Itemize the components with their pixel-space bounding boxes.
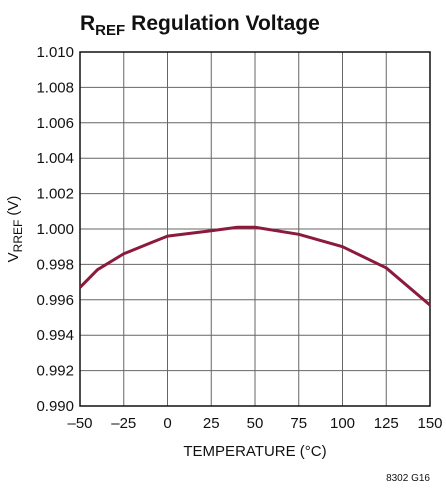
x-tick-label: 100: [330, 415, 355, 432]
x-tick-label: 25: [203, 415, 220, 432]
y-tick-label: 1.002: [36, 186, 74, 203]
ylabel-sub: RREF: [11, 220, 25, 253]
x-tick-label: –50: [67, 415, 92, 432]
x-tick-label: 0: [163, 415, 171, 432]
x-tick-label: 75: [290, 415, 307, 432]
x-tick-label: –25: [111, 415, 136, 432]
y-tick-label: 1.006: [36, 115, 74, 132]
title-main: R: [80, 12, 95, 35]
chart-title: RREF Regulation Voltage: [80, 12, 320, 39]
note: 8302 G16: [386, 473, 430, 484]
y-tick-label: 1.004: [36, 150, 74, 167]
data-line: [78, 225, 431, 307]
x-tick-label: 50: [247, 415, 264, 432]
y-tick-label: 0.996: [36, 292, 74, 309]
y-tick-label: 1.008: [36, 79, 74, 96]
y-axis-label: VRREF (V): [5, 196, 25, 263]
x-tick-label: 125: [374, 415, 399, 432]
plot-border: [79, 51, 431, 407]
y-tick-label: 1.010: [36, 44, 74, 61]
title-rest: Regulation Voltage: [131, 12, 320, 35]
ylabel-rest: (V): [5, 196, 22, 216]
y-tick-label: 0.990: [36, 398, 74, 415]
y-tick-label: 0.998: [36, 256, 74, 273]
y-tick-label: 1.000: [36, 221, 74, 238]
title-sub: REF: [95, 22, 125, 39]
x-tick-label: 150: [417, 415, 442, 432]
y-tick-label: 0.994: [36, 327, 74, 344]
y-tick-label: 0.992: [36, 363, 74, 380]
ylabel-main: V: [5, 252, 22, 262]
x-axis-label: TEMPERATURE (°C): [183, 443, 326, 460]
